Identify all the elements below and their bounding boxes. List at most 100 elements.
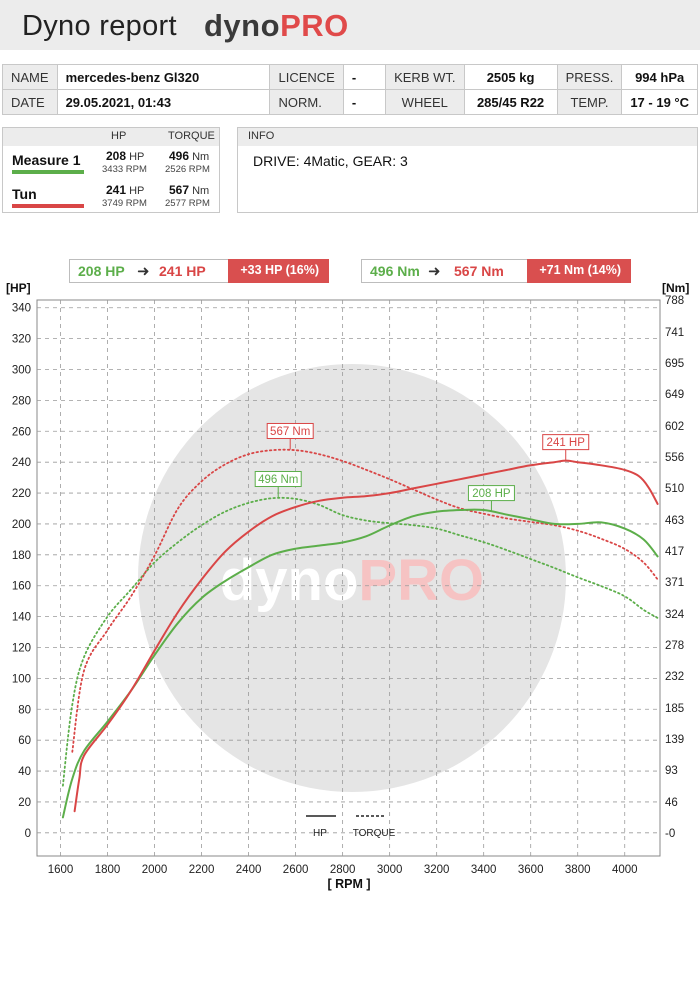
hp-summary: 208 HP ➜ 241 HP +33 HP (16%) (69, 259, 329, 283)
y-left-tick-label: 320 (12, 334, 31, 346)
annotation-box (266, 422, 314, 439)
y-left-tick-label: 0 (25, 828, 31, 840)
y-left-tick-label: 140 (12, 612, 31, 624)
x-tick-label: 3000 (377, 864, 403, 876)
y-right-tick-label: 93 (665, 765, 678, 777)
y-right-tick-label: 371 (665, 577, 684, 589)
y-right-tick-label: 278 (665, 640, 684, 652)
hp-column-label: HP (111, 130, 127, 142)
licence-value: - (342, 64, 387, 90)
y-left-tick-label: 240 (12, 457, 31, 469)
measure-row-1[interactable]: Measure 1 208 HP 3433 RPM 496 Nm 2526 RP… (3, 147, 219, 179)
annotations: 567 Nm 496 Nm 241 HP 208 HP (254, 422, 590, 512)
annotation-label: 567 Nm (270, 426, 310, 438)
y-right-tick-label: 232 (665, 671, 684, 683)
annotation-box (542, 434, 590, 451)
torque-to: 567 Nm (454, 263, 504, 279)
info-header: INFO (238, 128, 697, 146)
legend-torque-label: TORQUE (353, 828, 396, 839)
y-right-tick-label: 139 (665, 734, 684, 746)
annotation-label: 208 HP (472, 488, 511, 500)
wheel-label: WHEEL (385, 89, 465, 115)
y-right-tick-label: -0 (665, 828, 675, 840)
torque-line-measure-1 (62, 496, 659, 787)
torque-column-label: TORQUE (168, 130, 215, 142)
x-axis-label: [ RPM ] (327, 877, 370, 891)
temp-label: TEMP. (556, 89, 623, 115)
info-panel: INFO DRIVE: 4Matic, GEAR: 3 (237, 127, 698, 213)
norm-value: - (342, 89, 387, 115)
y-right-tick-label: 602 (665, 421, 684, 433)
y-right-tick-label: 556 (665, 452, 684, 464)
date-label: DATE (2, 89, 58, 115)
licence-label: LICENCE (269, 64, 344, 90)
measure-name: Tun (12, 186, 37, 202)
y-left-tick-label: 340 (12, 303, 31, 315)
annotation-box (254, 471, 302, 488)
x-tick-label: 3200 (424, 864, 450, 876)
table-row: NAME mercedes-benz Gl320 LICENCE - KERB … (2, 64, 698, 90)
y-left-tick-label: 120 (12, 643, 31, 655)
y-right-tick-label: 185 (665, 703, 684, 715)
measure-torque: 496 Nm (169, 149, 210, 163)
temp-value: 17 - 19 °C (621, 89, 698, 115)
y-left-tick-label: 40 (18, 766, 31, 778)
measures-panel: HP TORQUE Measure 1 208 HP 3433 RPM 496 … (2, 127, 220, 213)
arrow-right-icon: ➜ (137, 263, 150, 280)
kerb-value: 2505 kg (463, 64, 558, 90)
measure-row-2[interactable]: Tun 241 HP 3749 RPM 567 Nm 2577 RPM (3, 181, 219, 213)
measure-hp-rpm: 3749 RPM (102, 198, 147, 209)
info-text: DRIVE: 4Matic, GEAR: 3 (253, 153, 408, 169)
y-left-tick-label: 80 (18, 704, 31, 716)
measure-hp-rpm: 3433 RPM (102, 164, 147, 175)
legend-hp-label: HP (313, 828, 327, 839)
hp-line-measure-1 (61, 508, 659, 819)
name-value: mercedes-benz Gl320 (56, 64, 271, 90)
x-tick-label: 2400 (236, 864, 262, 876)
x-tick-label: 3800 (565, 864, 591, 876)
y-right-tick-label: 788 (665, 295, 684, 307)
y-right-tick-label: 510 (665, 483, 684, 495)
y-left-tick-label: 260 (12, 426, 31, 438)
axis-ticks: 1600 1800 2000 2200 2400 2600 2800 3000 3200 3400… (12, 295, 685, 876)
hp-delta: +33 HP (16%) (228, 259, 329, 283)
y-left-tick-label: 200 (12, 519, 31, 531)
watermark-circle (138, 364, 566, 792)
y-right-tick-label: 741 (665, 327, 684, 339)
y-right-tick-label: 695 (665, 358, 684, 370)
measure-hp: 241 HP (106, 183, 145, 197)
page-title: Dyno report (22, 10, 177, 42)
y-right-tick-label: 417 (665, 546, 684, 558)
y-right-tick-label: 46 (665, 797, 678, 809)
y-left-tick-label: 300 (12, 365, 31, 377)
x-tick-label: 2600 (283, 864, 309, 876)
y-right-tick-label: 463 (665, 515, 684, 527)
measure-color-bar (12, 170, 84, 174)
y-left-tick-label: 160 (12, 581, 31, 593)
x-tick-label: 4000 (612, 864, 638, 876)
y-left-tick-label: 100 (12, 673, 31, 685)
wheel-value: 285/45 R22 (463, 89, 558, 115)
y-axis-left-label: [HP] (6, 281, 31, 295)
series-group (61, 448, 659, 819)
y-right-tick-label: 649 (665, 389, 684, 401)
torque-delta: +71 Nm (14%) (527, 259, 631, 283)
y-left-tick-label: 220 (12, 488, 31, 500)
measure-name: Measure 1 (12, 152, 81, 168)
table-row: DATE 29.05.2021, 01:43 NORM. - WHEEL 285… (2, 89, 698, 115)
watermark-text: dynoPRO (220, 548, 484, 613)
measure-torque: 567 Nm (169, 183, 210, 197)
x-tick-label: 1800 (95, 864, 121, 876)
plot-frame (36, 299, 661, 857)
norm-label: NORM. (269, 89, 344, 115)
torque-summary: 496 Nm ➜ 567 Nm +71 Nm (14%) (361, 259, 631, 283)
y-left-tick-label: 180 (12, 550, 31, 562)
measure-torque-rpm: 2526 RPM (165, 164, 210, 175)
hp-line-tun (73, 459, 659, 813)
report-header: Dyno report dynoPRO (0, 0, 700, 50)
measure-color-bar (12, 204, 84, 208)
y-left-tick-label: 60 (18, 735, 31, 747)
arrow-right-icon: ➜ (428, 263, 441, 280)
x-tick-label: 3600 (518, 864, 544, 876)
